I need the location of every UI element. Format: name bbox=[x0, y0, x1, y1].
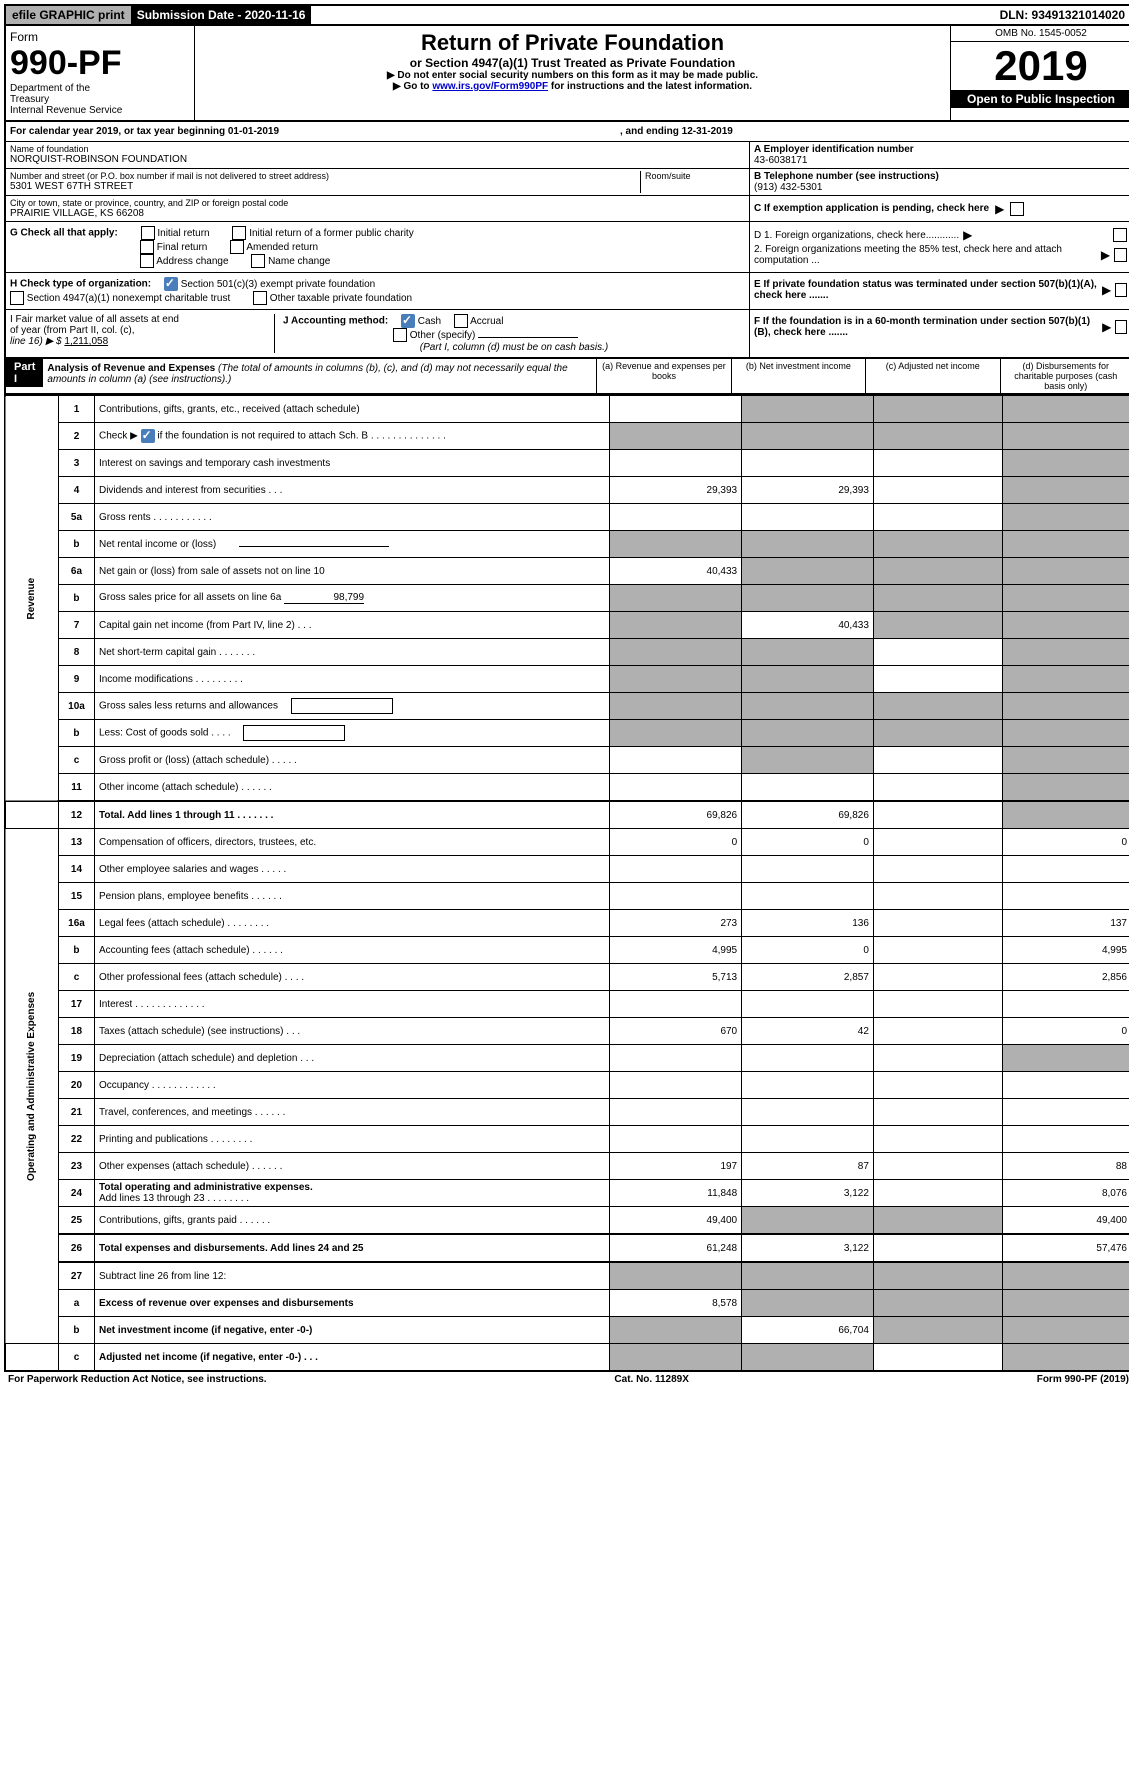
foundation-name-box: Name of foundation NORQUIST-ROBINSON FOU… bbox=[6, 142, 750, 168]
checkbox-d1[interactable] bbox=[1113, 228, 1127, 242]
foundation-name: NORQUIST-ROBINSON FOUNDATION bbox=[10, 154, 745, 165]
checkbox-schb[interactable] bbox=[141, 429, 155, 443]
section-f: F If the foundation is in a 60-month ter… bbox=[750, 310, 1129, 357]
expenses-side-label: Operating and Administrative Expenses bbox=[5, 829, 59, 1344]
section-e: E If private foundation status was termi… bbox=[750, 273, 1129, 309]
address-value: 5301 WEST 67TH STREET bbox=[10, 181, 640, 192]
submission-date: Submission Date - 2020-11-16 bbox=[131, 6, 312, 24]
section-h: H Check type of organization: Section 50… bbox=[6, 273, 750, 309]
checkbox-amended[interactable] bbox=[230, 240, 244, 254]
col-c-header: (c) Adjusted net income bbox=[865, 359, 999, 393]
header-left: Form 990-PF Department of the Treasury I… bbox=[6, 26, 195, 120]
checkbox-address-change[interactable] bbox=[140, 254, 154, 268]
checkbox-cash[interactable] bbox=[401, 314, 415, 328]
efile-label: efile GRAPHIC print bbox=[6, 6, 131, 24]
revenue-side-label: Revenue bbox=[5, 396, 59, 802]
ein-value: 43-6038171 bbox=[754, 155, 1127, 166]
part1-header-row: Part I Analysis of Revenue and Expenses … bbox=[4, 359, 1129, 395]
header-center: Return of Private Foundation or Section … bbox=[195, 26, 950, 120]
checkbox-accrual[interactable] bbox=[454, 314, 468, 328]
top-bar: efile GRAPHIC print Submission Date - 20… bbox=[4, 4, 1129, 26]
instructions-link[interactable]: www.irs.gov/Form990PF bbox=[432, 81, 548, 92]
checkbox-initial-former[interactable] bbox=[232, 226, 246, 240]
col-a-header: (a) Revenue and expenses per books bbox=[596, 359, 730, 393]
checkbox-c[interactable] bbox=[1010, 202, 1024, 216]
section-d: D 1. Foreign organizations, check here..… bbox=[750, 222, 1129, 272]
checkbox-final-return[interactable] bbox=[140, 240, 154, 254]
col-b-header: (b) Net investment income bbox=[731, 359, 865, 393]
phone-value: (913) 432-5301 bbox=[754, 182, 1127, 193]
checkbox-f[interactable] bbox=[1115, 320, 1127, 334]
page-footer: For Paperwork Reduction Act Notice, see … bbox=[4, 1372, 1129, 1387]
section-g: G Check all that apply: Initial return I… bbox=[6, 222, 750, 272]
checkbox-501c3[interactable] bbox=[164, 277, 178, 291]
form-number: 990-PF bbox=[10, 44, 190, 83]
section-i: I Fair market value of all assets at end… bbox=[10, 314, 275, 353]
checkbox-other-taxable[interactable] bbox=[253, 291, 267, 305]
fmv-value: 1,211,058 bbox=[64, 336, 108, 347]
header-right: OMB No. 1545-0052 2019 Open to Public In… bbox=[950, 26, 1129, 120]
form-title: Return of Private Foundation bbox=[199, 30, 946, 56]
checkbox-e[interactable] bbox=[1115, 283, 1127, 297]
col-d-header: (d) Disbursements for charitable purpose… bbox=[1000, 359, 1129, 393]
omb-number: OMB No. 1545-0052 bbox=[951, 26, 1129, 42]
city-value: PRAIRIE VILLAGE, KS 66208 bbox=[10, 208, 745, 219]
checkbox-name-change[interactable] bbox=[251, 254, 265, 268]
tax-year: 2019 bbox=[951, 42, 1129, 90]
part1-tag: Part I bbox=[6, 359, 43, 387]
checkbox-d2[interactable] bbox=[1114, 248, 1127, 262]
dln: DLN: 93491321014020 bbox=[994, 6, 1129, 24]
calendar-year-row: For calendar year 2019, or tax year begi… bbox=[4, 122, 1129, 142]
checkbox-initial-return[interactable] bbox=[141, 226, 155, 240]
checkbox-4947[interactable] bbox=[10, 291, 24, 305]
form-header: Form 990-PF Department of the Treasury I… bbox=[4, 26, 1129, 122]
ein-box: A Employer identification number 43-6038… bbox=[750, 142, 1129, 168]
open-to-public: Open to Public Inspection bbox=[951, 90, 1129, 108]
section-j: J Accounting method: Cash Accrual Other … bbox=[275, 314, 745, 353]
lines-table: Revenue 1Contributions, gifts, grants, e… bbox=[4, 395, 1129, 1372]
checkbox-other-method[interactable] bbox=[393, 328, 407, 342]
